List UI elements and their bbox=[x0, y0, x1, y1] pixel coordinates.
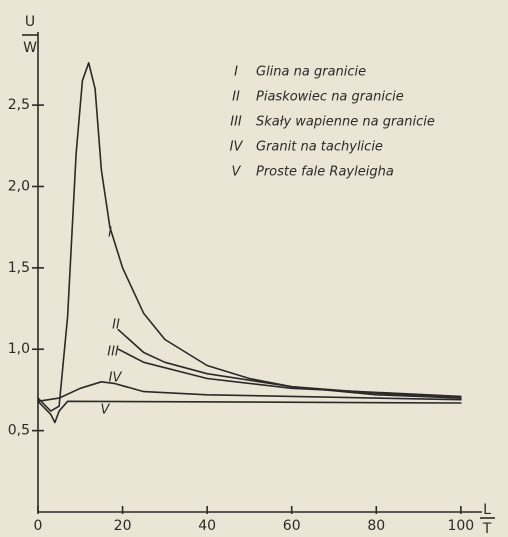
legend-label: Granit na tachylicie bbox=[256, 140, 383, 155]
y-tick-label: 1,0 bbox=[8, 341, 30, 357]
x-label-numerator: L bbox=[483, 502, 491, 518]
legend-label: Proste fale Rayleigha bbox=[256, 165, 394, 180]
legend-numeral: IV bbox=[230, 140, 244, 155]
x-tick-label: 100 bbox=[447, 518, 474, 534]
legend-label: Skały wapienne na granicie bbox=[256, 115, 435, 130]
y-label-denominator: W bbox=[23, 40, 37, 56]
legend-label: Glina na granicie bbox=[256, 65, 366, 80]
x-tick-label: 60 bbox=[283, 518, 301, 534]
y-tick-label: 2,5 bbox=[8, 97, 30, 113]
legend-numeral: II bbox=[232, 90, 240, 105]
curve-label: IV bbox=[109, 371, 123, 386]
curve bbox=[117, 348, 462, 398]
curve bbox=[37, 381, 462, 403]
y-tick-label: 1,5 bbox=[8, 260, 30, 276]
curve-label: V bbox=[101, 403, 111, 418]
curve bbox=[117, 328, 462, 399]
curve-label: II bbox=[112, 318, 120, 333]
curve bbox=[37, 62, 462, 412]
legend-numeral: III bbox=[230, 115, 242, 130]
legend-numeral: I bbox=[234, 65, 238, 80]
y-label-numerator: U bbox=[25, 14, 35, 30]
curve bbox=[37, 400, 462, 424]
legend-numeral: V bbox=[232, 165, 242, 180]
y-tick-label: 2,0 bbox=[8, 178, 30, 194]
x-tick-label: 80 bbox=[367, 518, 385, 534]
y-tick-label: 0,5 bbox=[8, 423, 30, 439]
curve-label: III bbox=[107, 345, 119, 360]
legend-label: Piaskowiec na granicie bbox=[256, 90, 404, 105]
x-tick-label: 20 bbox=[114, 518, 132, 534]
x-tick-label: 40 bbox=[198, 518, 216, 534]
x-tick-label: 0 bbox=[34, 518, 43, 534]
curve-label: I bbox=[108, 226, 112, 241]
x-label-denominator: T bbox=[482, 521, 492, 537]
